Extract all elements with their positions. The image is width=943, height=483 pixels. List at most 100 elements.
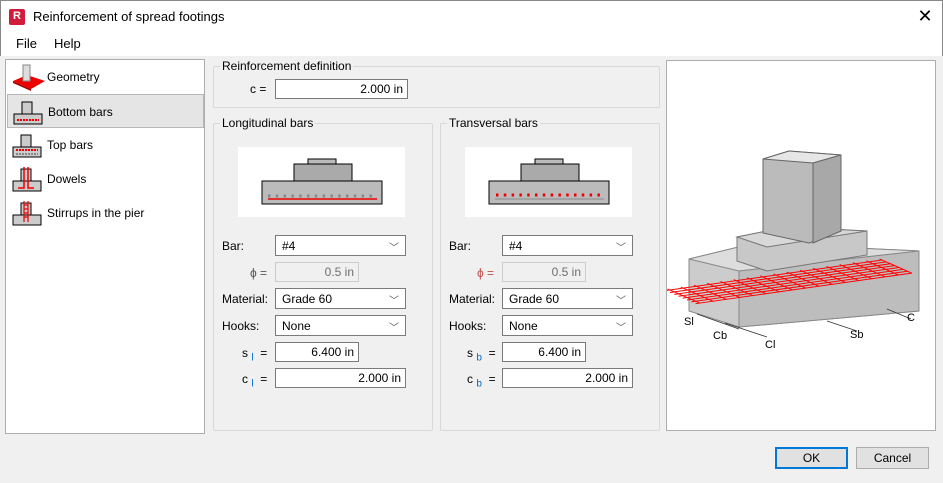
rebar-line (691, 270, 908, 303)
rebar-line (669, 261, 887, 293)
chevron-down-icon: ﹀ (389, 323, 399, 334)
c-input[interactable]: 2.000 in (275, 79, 408, 99)
hooks-label: Hooks: (449, 319, 487, 333)
rebar-line (665, 259, 883, 292)
cover-input[interactable]: 2.000 in (275, 368, 406, 388)
chevron-down-icon: ﹀ (616, 323, 626, 334)
window-title: Reinforcement of spread footings (33, 9, 225, 24)
bottom-bars-icon (13, 101, 43, 125)
label-c: C (907, 312, 915, 324)
equals: = (488, 372, 496, 386)
material-select[interactable]: Grade 60 ﹀ (275, 288, 406, 309)
bar-label: Bar: (222, 239, 245, 253)
menu-file[interactable]: File (16, 36, 37, 51)
hooks-value: None (282, 319, 311, 333)
c-subscript: l (251, 378, 254, 390)
sidebar-item-label: Dowels (47, 172, 87, 186)
ok-button[interactable]: OK (775, 447, 848, 469)
c-letter: c (242, 372, 248, 386)
rebar-line (686, 268, 904, 301)
material-value: Grade 60 (282, 292, 333, 306)
rebar-grid (665, 258, 913, 305)
app-icon: R (9, 9, 25, 25)
phi-label: ϕ = (250, 266, 268, 280)
material-label: Material: (449, 292, 496, 306)
label-sb: Sb (850, 329, 863, 341)
material-value: Grade 60 (509, 292, 560, 306)
phi-field: 0.5 in (502, 262, 586, 282)
transversal-bars-group: Transversal bars Bar: #4 ﹀ ϕ = 0.5 in Mat… (440, 116, 660, 431)
rebar-line (695, 272, 912, 305)
rebar-line (773, 273, 807, 289)
c-label: c b = (467, 372, 496, 389)
material-label: Material: (222, 292, 269, 306)
s-subscript: b (476, 352, 482, 364)
equals: = (260, 346, 268, 360)
rebar-line (674, 263, 891, 295)
sidebar: Geometry Bottom bars Top bars Dowels Sti… (5, 59, 205, 434)
sidebar-item-dowels[interactable]: Dowels (7, 162, 204, 196)
rebar-line (852, 262, 886, 278)
hooks-select[interactable]: None ﹀ (502, 315, 633, 336)
cancel-button[interactable]: Cancel (856, 447, 929, 469)
label-cl: Cl (765, 339, 775, 351)
group-title: Reinforcement definition (220, 59, 354, 73)
rebar-line (799, 269, 833, 285)
sidebar-item-geometry[interactable]: Geometry (7, 60, 204, 94)
equals: = (260, 372, 268, 386)
chevron-down-icon: ﹀ (389, 243, 399, 254)
sidebar-item-stirrups[interactable]: Stirrups in the pier (7, 196, 204, 230)
longitudinal-bars-diagram (238, 147, 405, 217)
rebar-line (839, 264, 873, 280)
footing-3d-preview: Sl Cb Cl Sb C (665, 60, 936, 431)
transversal-bars-diagram (465, 147, 632, 217)
rebar-line (693, 284, 727, 300)
geometry-icon (13, 64, 45, 91)
equals: = (488, 346, 496, 360)
stirrups-icon (12, 201, 42, 226)
bar-select[interactable]: #4 ﹀ (275, 235, 406, 256)
rebar-line (746, 277, 780, 293)
rebar-line (879, 258, 913, 274)
bar-select[interactable]: #4 ﹀ (502, 235, 633, 256)
sidebar-item-bottom-bars[interactable]: Bottom bars (7, 94, 204, 128)
rebar-line (720, 280, 754, 297)
dowels-icon (12, 167, 42, 192)
bar-value: #4 (509, 239, 523, 253)
rebar-line (813, 267, 846, 284)
spacing-input[interactable]: 6.400 in (502, 342, 586, 362)
hooks-select[interactable]: None ﹀ (275, 315, 406, 336)
rebar-line (733, 279, 767, 295)
rebar-line (760, 275, 793, 291)
s-subscript: l (251, 352, 254, 364)
material-select[interactable]: Grade 60 ﹀ (502, 288, 633, 309)
menu-bar: File Help (0, 32, 943, 56)
s-letter: s (467, 346, 473, 360)
label-sl: Sl (684, 316, 694, 328)
rebar-line (678, 265, 895, 297)
title-bar: R Reinforcement of spread footings ✕ (0, 0, 943, 32)
s-letter: s (242, 346, 248, 360)
rebar-line (707, 282, 740, 299)
rebar-line (866, 260, 899, 276)
rebar-line (786, 271, 820, 287)
rebar-line (826, 265, 860, 282)
c-label: c l = (242, 372, 267, 389)
label-cb: Cb (713, 330, 727, 342)
chevron-down-icon: ﹀ (616, 296, 626, 307)
cover-input[interactable]: 2.000 in (502, 368, 633, 388)
close-button[interactable]: ✕ (917, 6, 933, 26)
phi-label: ϕ = (477, 266, 495, 280)
rebar-line (682, 266, 900, 299)
menu-help[interactable]: Help (54, 36, 81, 51)
top-bars-icon (12, 134, 42, 158)
s-label: s l = (242, 346, 267, 363)
sidebar-item-label: Geometry (47, 70, 100, 84)
group-title: Transversal bars (447, 116, 540, 130)
sidebar-item-top-bars[interactable]: Top bars (7, 128, 204, 162)
longitudinal-bars-group: Longitudinal bars Bar: #4 ﹀ ϕ = 0.5 in Ma… (213, 116, 433, 431)
s-label: s b = (467, 346, 496, 363)
spacing-input[interactable]: 6.400 in (275, 342, 359, 362)
chevron-down-icon: ﹀ (616, 243, 626, 254)
reinforcement-definition-group: Reinforcement definition c = 2.000 in (213, 59, 660, 108)
